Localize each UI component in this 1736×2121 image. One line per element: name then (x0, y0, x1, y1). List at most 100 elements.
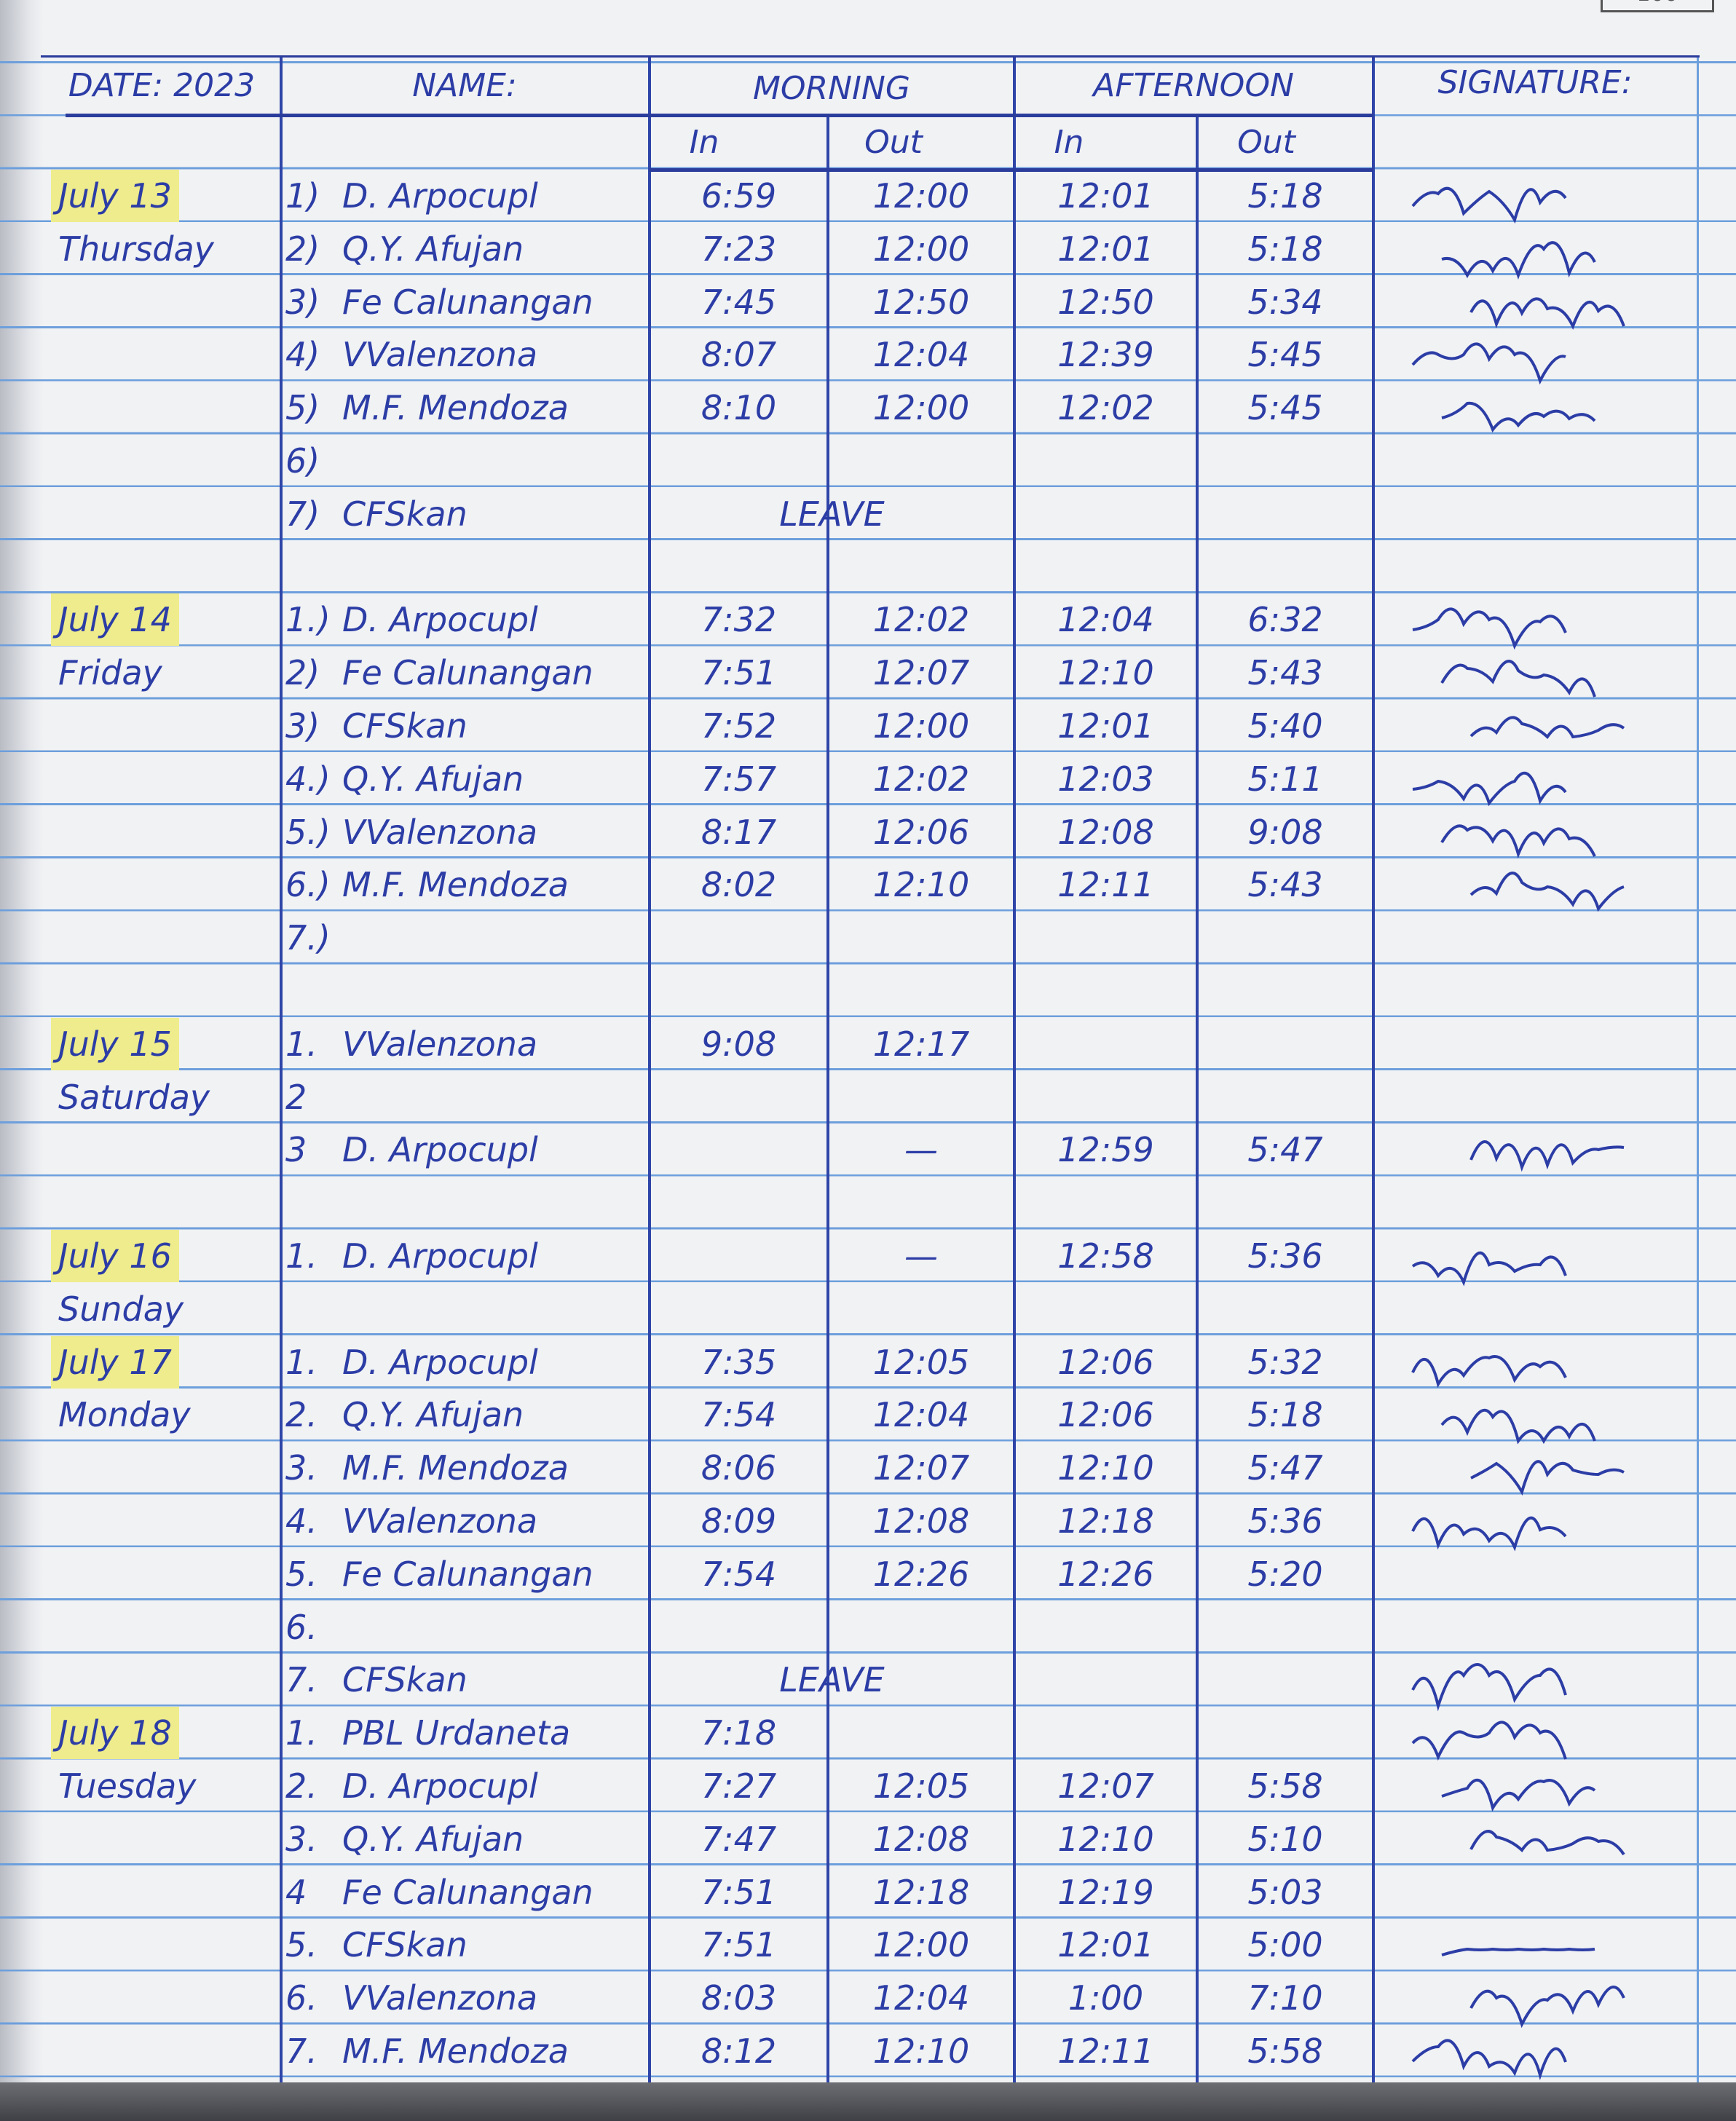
column-divider (1196, 115, 1199, 2082)
pm-out-time: 5:34 (1247, 282, 1323, 322)
am-out-time: 12:02 (872, 759, 970, 799)
employee-name: Q.Y. Afujan (342, 759, 524, 799)
am-in-time (650, 1230, 828, 1282)
employee-name: Q.Y. Afujan (342, 229, 524, 269)
date-label: July 18 (51, 1707, 179, 1760)
am-out-time: 12:05 (872, 1766, 970, 1806)
am-out-time (828, 912, 1014, 964)
header-rule (66, 114, 1373, 117)
pm-in-time: 12:01 (1057, 176, 1154, 216)
pm-out-time: 5:18 (1247, 1395, 1323, 1435)
am-out-time: 12:18 (872, 1872, 970, 1912)
signature (1469, 716, 1625, 740)
am-out-time: 12:50 (872, 282, 970, 322)
am-out-time: — (904, 1236, 938, 1276)
am-out-time: 12:08 (872, 1819, 970, 1859)
am-out-time: 12:07 (872, 1448, 970, 1488)
pm-in-time: 12:01 (1057, 1925, 1154, 1965)
am-out-time: 12:17 (872, 1024, 970, 1064)
ruled-lines (0, 10, 1736, 2082)
employee-name: VValenzona (342, 1501, 538, 1541)
pm-in-time: 12:39 (1057, 335, 1154, 375)
page-margin-line (1697, 57, 1699, 2082)
am-in-time: 7:54 (701, 1554, 777, 1594)
employee-name: M.F. Mendoza (342, 865, 569, 905)
entry-number: 1) (285, 176, 320, 216)
employee-name: M.F. Mendoza (342, 388, 569, 428)
pm-out-time: 7:10 (1247, 1978, 1323, 2018)
am-out-time (828, 435, 1014, 487)
entry-number: 3. (285, 1448, 317, 1488)
signature (1469, 297, 1625, 330)
pm-in-time: 12:58 (1057, 1236, 1154, 1276)
pm-in-time: 12:06 (1057, 1395, 1154, 1435)
signature (1440, 660, 1596, 698)
pm-in-time: 12:02 (1057, 388, 1154, 428)
signature (1411, 1721, 1567, 1761)
am-in-time: 7:23 (701, 229, 777, 269)
employee-name (342, 912, 648, 964)
am-in-time: 7:45 (701, 282, 777, 322)
pm-out-time: 5:11 (1247, 759, 1323, 799)
page-number: 100 (1601, 0, 1714, 12)
subheader-rule (650, 168, 1373, 172)
entry-number: 1. (285, 1024, 317, 1064)
date-label: July 17 (51, 1335, 179, 1389)
signature (1469, 872, 1625, 912)
signature (1469, 1986, 1625, 2029)
employee-name: VValenzona (342, 812, 538, 852)
am-in-time: 8:17 (701, 812, 777, 852)
employee-name: CFSkan (342, 706, 467, 746)
date-label: July 15 (51, 1017, 179, 1070)
entry-number: 1.) (285, 600, 331, 640)
am-in-time: 7:32 (701, 600, 777, 640)
signature (1411, 342, 1566, 385)
weekday-label: Monday (58, 1395, 191, 1435)
entry-number: 2 (285, 1077, 307, 1117)
entry-number: 3) (285, 282, 320, 322)
entry-number: 4) (285, 335, 320, 375)
employee-name: D. Arpocupl (342, 1766, 538, 1806)
pm-in-time: 12:08 (1057, 812, 1154, 852)
pm-in-time: 12:01 (1057, 706, 1154, 746)
employee-name: CFSkan (342, 494, 467, 534)
column-divider (1372, 57, 1375, 2082)
name-column-header: NAME: (412, 67, 517, 104)
signature (1411, 1663, 1567, 1712)
am-in-time: 7:18 (701, 1713, 777, 1753)
entry-number: 5) (285, 388, 320, 428)
signature (1440, 824, 1596, 858)
am-in-time: 7:57 (701, 759, 777, 799)
employee-name: VValenzona (342, 1978, 538, 2018)
signature (1411, 1516, 1567, 1552)
pm-in-time: 12:18 (1057, 1501, 1154, 1541)
pm-in-time: 12:50 (1057, 282, 1154, 322)
employee-name: CFSkan (342, 1925, 467, 1965)
weekday-label: Saturday (58, 1077, 210, 1117)
entry-number: 6. (285, 1607, 317, 1647)
employee-name: M.F. Mendoza (342, 2031, 569, 2071)
employee-name: Fe Calunangan (342, 282, 593, 322)
pm-in-time: 12:04 (1057, 600, 1154, 640)
entry-number: 3. (285, 1819, 317, 1859)
date-label: July 13 (51, 170, 179, 222)
am-in-time: 8:10 (701, 388, 777, 428)
pm-in-time: 12:11 (1057, 2031, 1154, 2071)
pm-out-time: 5:43 (1247, 653, 1323, 693)
am-in-time (650, 912, 828, 964)
pm-out-time: 5:40 (1247, 706, 1323, 746)
signature (1441, 402, 1596, 433)
am-in-time: 7:51 (701, 653, 777, 693)
pm-out-time: 5:36 (1247, 1236, 1323, 1276)
am-in-time (650, 1071, 828, 1123)
entry-number: 1. (285, 1713, 317, 1753)
am-out-time: 12:00 (872, 1925, 970, 1965)
employee-name: Fe Calunangan (342, 1872, 593, 1912)
am-out-time: 12:02 (872, 600, 970, 640)
weekday-label: Tuesday (58, 1766, 197, 1806)
pm-in-time: 12:11 (1057, 865, 1154, 905)
pm-out-time: 5:20 (1247, 1554, 1323, 1594)
am-in-time: 7:52 (701, 706, 777, 746)
pm-in-time (1014, 1601, 1197, 1654)
employee-name: VValenzona (342, 335, 538, 375)
